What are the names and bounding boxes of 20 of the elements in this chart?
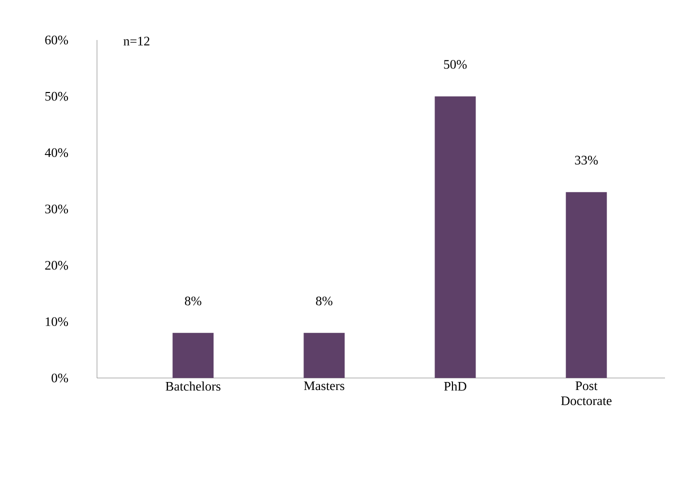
y-tick-label: 30%	[45, 204, 68, 214]
annotation: n=12	[124, 36, 150, 46]
y-tick-label: 60%	[45, 36, 68, 44]
y-tick-label: 50%	[45, 92, 68, 101]
x-tick-label: Batchelors	[166, 382, 220, 391]
bar	[566, 192, 607, 378]
bar	[434, 96, 476, 378]
data-label: 8%	[184, 296, 202, 306]
y-tick-label: 0%	[52, 374, 68, 382]
y-tick-label: 10%	[46, 317, 68, 326]
x-tick-label: Masters	[304, 382, 344, 390]
x-tick-label: Post Doctorate	[561, 382, 612, 406]
data-label: 50%	[444, 60, 467, 69]
data-label: 8%	[316, 296, 332, 306]
bar	[304, 332, 345, 378]
y-tick-label: 40%	[44, 148, 68, 158]
x-tick-label: PhD	[444, 382, 466, 391]
y-tick-label: 20%	[45, 260, 68, 270]
bar	[172, 332, 214, 378]
data-label: 33%	[575, 156, 598, 165]
